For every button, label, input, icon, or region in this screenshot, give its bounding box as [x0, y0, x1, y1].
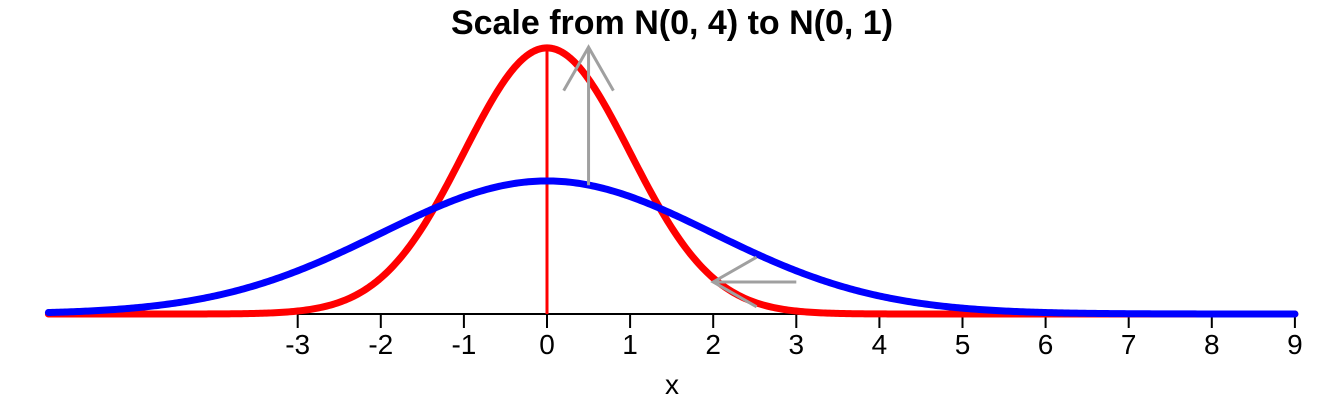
x-tick-label: 4	[872, 329, 888, 360]
x-tick-label: 0	[539, 329, 555, 360]
x-tick-label: 8	[1204, 329, 1220, 360]
chart-title: Scale from N(0, 4) to N(0, 1)	[451, 4, 893, 42]
x-tick-label: 2	[705, 329, 721, 360]
x-tick-label: 3	[789, 329, 805, 360]
annotation-arrow-head	[710, 255, 758, 309]
x-tick-label: -1	[451, 329, 476, 360]
x-tick-label: 5	[955, 329, 971, 360]
x-tick-label: 1	[622, 329, 638, 360]
density-curve-n01	[44, 44, 1299, 318]
annotation-arrow-head	[562, 44, 615, 92]
x-tick-label: -3	[285, 329, 310, 360]
x-tick-label: 9	[1287, 329, 1303, 360]
x-axis-label: x	[665, 369, 679, 400]
x-tick-label: 6	[1038, 329, 1054, 360]
plot-area: -3 -2 -1 0 1 2 3 4 5 6 7 8 9	[44, 44, 1303, 360]
x-tick-label: -2	[368, 329, 393, 360]
density-curve-n04	[44, 177, 1299, 318]
x-tick-label: 7	[1121, 329, 1137, 360]
